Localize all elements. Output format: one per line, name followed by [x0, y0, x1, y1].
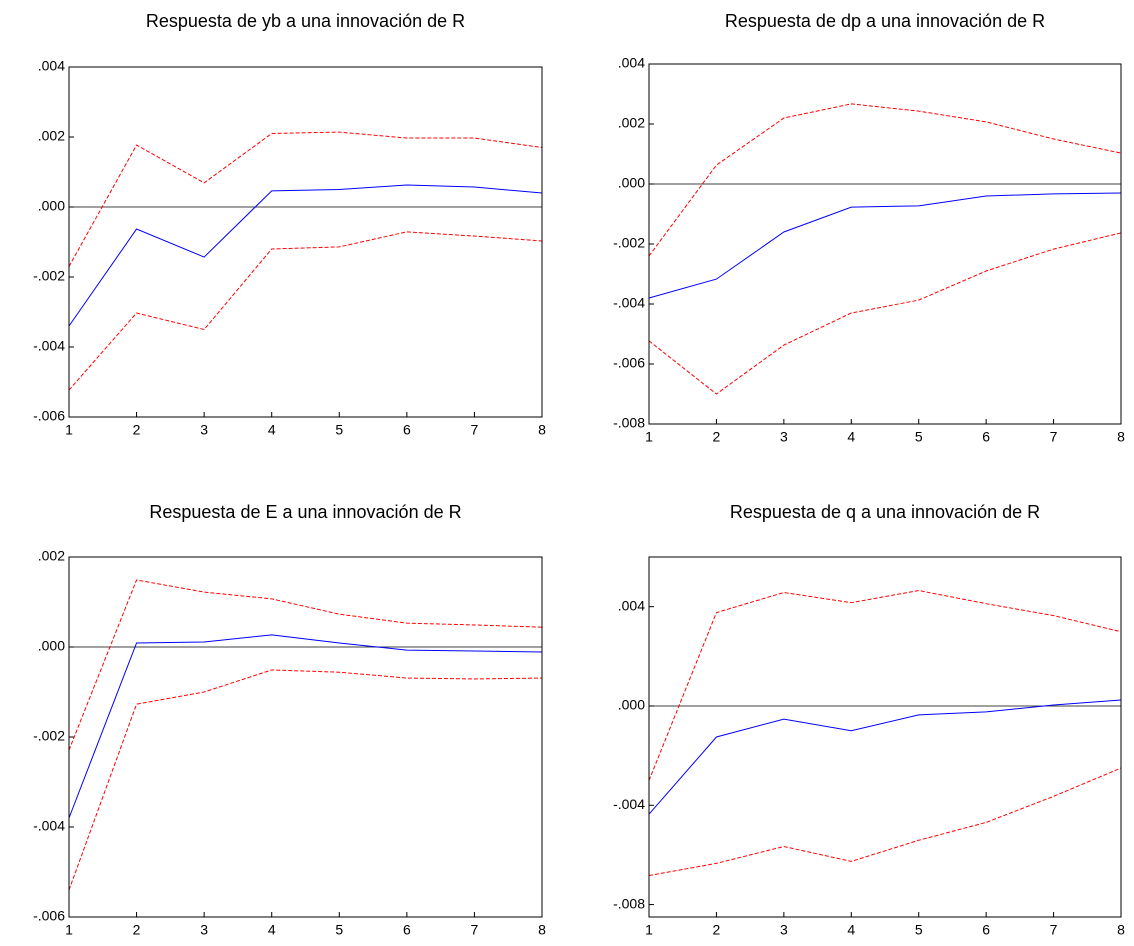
y-tick-label: -.002	[613, 235, 645, 251]
x-tick-label: 7	[1050, 429, 1058, 445]
plot-frame	[648, 556, 1122, 918]
y-tick-label: .004	[38, 58, 65, 74]
y-tick-label: -.004	[613, 295, 645, 311]
series-line	[648, 232, 1122, 395]
plot-frame	[68, 556, 543, 918]
y-tick-label: .004	[618, 597, 645, 613]
series-line	[648, 192, 1122, 299]
panel: Respuesta de dp a una innovación de R -.0…	[613, 11, 1125, 445]
x-tick-label: 6	[403, 422, 411, 438]
x-tick-label: 6	[403, 922, 411, 938]
x-tick-label: 1	[65, 422, 73, 438]
x-tick-label: 5	[335, 922, 343, 938]
x-tick-label: 2	[133, 422, 141, 438]
y-tick-label: .000	[38, 198, 65, 214]
series-line	[68, 131, 543, 267]
panel: Respuesta de E a una innovación de R -.00…	[33, 502, 546, 938]
y-tick-label: -.008	[613, 415, 645, 431]
y-tick-label: -.006	[33, 408, 65, 424]
y-tick-label: -.002	[33, 268, 65, 284]
series-line	[68, 579, 543, 751]
x-tick-label: 8	[1117, 429, 1125, 445]
x-tick-label: 7	[471, 422, 479, 438]
x-tick-label: 7	[1050, 922, 1058, 938]
y-tick-label: -.008	[613, 895, 645, 911]
x-tick-label: 3	[780, 922, 788, 938]
chart-title: Respuesta de dp a una innovación de R	[725, 11, 1045, 31]
x-tick-label: 8	[1117, 922, 1125, 938]
x-tick-label: 5	[335, 422, 343, 438]
series-line	[68, 669, 543, 891]
x-tick-label: 3	[200, 922, 208, 938]
x-tick-label: 3	[200, 422, 208, 438]
plot-frame	[68, 66, 543, 418]
panel: Respuesta de q a una innovación de R -.00…	[613, 502, 1125, 938]
series-line	[68, 634, 543, 819]
x-tick-label: 7	[471, 922, 479, 938]
x-tick-label: 2	[133, 922, 141, 938]
x-tick-label: 4	[268, 422, 276, 438]
x-tick-label: 2	[713, 922, 721, 938]
y-tick-label: -.004	[33, 338, 65, 354]
y-tick-label: .000	[38, 638, 65, 654]
chart-title: Respuesta de E a una innovación de R	[149, 502, 461, 522]
x-tick-label: 4	[847, 922, 855, 938]
y-tick-label: -.006	[33, 908, 65, 924]
y-tick-label: -.002	[33, 728, 65, 744]
y-tick-label: -.004	[33, 818, 65, 834]
y-tick-label: .002	[38, 548, 65, 564]
y-tick-label: -.004	[613, 796, 645, 812]
series-line	[648, 767, 1122, 877]
y-tick-label: .002	[618, 115, 645, 131]
panel: Respuesta de yb a una innovación de R -.0…	[33, 11, 546, 438]
x-tick-label: 4	[268, 922, 276, 938]
x-tick-label: 1	[65, 922, 73, 938]
x-tick-label: 4	[847, 429, 855, 445]
series-line	[68, 184, 543, 327]
y-tick-label: .000	[618, 697, 645, 713]
series-line	[648, 699, 1122, 815]
x-tick-label: 1	[645, 429, 653, 445]
x-tick-label: 6	[982, 429, 990, 445]
chart-title: Respuesta de q a una innovación de R	[730, 502, 1040, 522]
y-tick-label: .004	[618, 55, 645, 71]
y-tick-label: .002	[38, 128, 65, 144]
x-tick-label: 2	[713, 429, 721, 445]
plot-frame	[648, 63, 1122, 425]
series-line	[68, 231, 543, 391]
series-line	[648, 103, 1122, 257]
x-tick-label: 3	[780, 429, 788, 445]
x-tick-label: 1	[645, 922, 653, 938]
x-tick-label: 5	[915, 922, 923, 938]
x-tick-label: 6	[982, 922, 990, 938]
x-tick-label: 5	[915, 429, 923, 445]
chart-title: Respuesta de yb a una innovación de R	[146, 11, 465, 31]
x-tick-label: 8	[538, 922, 546, 938]
x-tick-label: 8	[538, 422, 546, 438]
y-tick-label: .000	[618, 175, 645, 191]
y-tick-label: -.006	[613, 355, 645, 371]
series-line	[648, 590, 1122, 781]
